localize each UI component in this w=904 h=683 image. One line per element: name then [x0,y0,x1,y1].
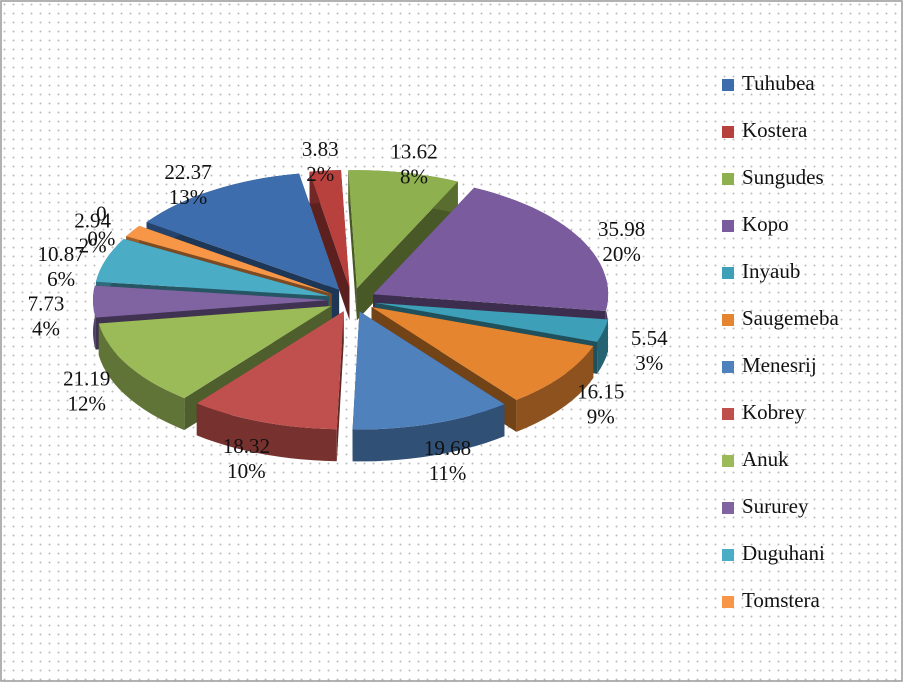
slice [352,311,505,462]
slice-side [516,346,594,432]
legend-marker [722,549,734,561]
data-label-percent: 10% [227,459,266,483]
legend-marker [722,455,734,467]
legend-marker [722,502,734,514]
data-label: 2.94 [74,208,111,232]
legend-label: Duguhani [742,541,825,565]
data-label-percent: 9% [587,404,615,428]
legend-label: Anuk [742,447,789,471]
slice-top [375,302,608,342]
slice-side [336,311,344,462]
data-label-percent: 13% [169,185,208,209]
slice-top [96,238,330,297]
data-label: 5.54 [631,326,668,350]
data-label: 13.62 [390,139,437,163]
legend-label: Tomstera [742,588,821,612]
data-label-percent: 12% [68,391,107,415]
legend: Tuhubea Kostera Sungudes Kopo Inyaub Saugemeb… [722,71,839,612]
data-label-percent: 4% [32,317,60,341]
slice [196,311,344,462]
data-label: 35.98 [598,217,645,241]
data-label: 22.37 [164,160,211,184]
slice-top [352,311,505,430]
legend-marker [722,267,734,279]
legend-label: Kobrey [742,400,805,424]
legend-label: Inyaub [742,259,800,283]
legend-marker [722,173,734,185]
slice-top [373,187,609,311]
data-label-percent: 6% [47,267,75,291]
data-label: 16.15 [577,379,624,403]
slice-top [146,173,340,290]
legend-label: Sungudes [742,165,824,189]
slice-side [348,170,357,321]
legend-label: Kostera [742,118,808,142]
slice-top [98,306,332,399]
slice-top [309,170,350,288]
data-label-percent: 3% [635,351,663,375]
legend-label: Menesrij [742,353,817,377]
legend-label: Sururey [742,494,809,518]
legend-marker [722,596,734,608]
data-label-percent: 0% [87,227,115,251]
slice-top [196,311,344,430]
slice-top [348,170,458,289]
legend-label: Kopo [742,212,789,236]
data-label-percent: 11% [429,461,467,485]
data-label-percent: 2% [306,162,334,186]
legend-marker [722,361,734,373]
legend-marker [722,314,734,326]
data-label: 3.83 [302,137,339,161]
data-label: 19.68 [424,436,471,460]
slice-side [597,319,608,374]
legend-marker [722,220,734,232]
slice-side [196,403,337,462]
legend-marker [722,126,734,138]
data-label-percent: 8% [400,164,428,188]
data-label: 21.19 [63,366,110,390]
slice-side [352,404,505,462]
slice-top [93,285,328,318]
data-label-percent: 2% [79,233,107,257]
legend-label: Tuhubea [742,71,815,95]
legend-marker [722,408,734,420]
data-label: 0 [96,202,107,226]
slice-top [371,307,594,400]
pie: 22.3713%3.832%13.628%35.9820%5.543%16.15… [28,137,669,485]
legend-label: Saugemeba [742,306,839,330]
slice-side [98,323,185,431]
data-label-percent: 20% [602,242,641,266]
data-label: 10.87 [37,242,84,266]
data-label: 18.32 [223,434,270,458]
data-label: 7.73 [28,292,65,316]
slice-top [126,225,332,294]
slice-side [309,171,350,320]
slice [309,170,350,320]
legend-marker [722,79,734,91]
